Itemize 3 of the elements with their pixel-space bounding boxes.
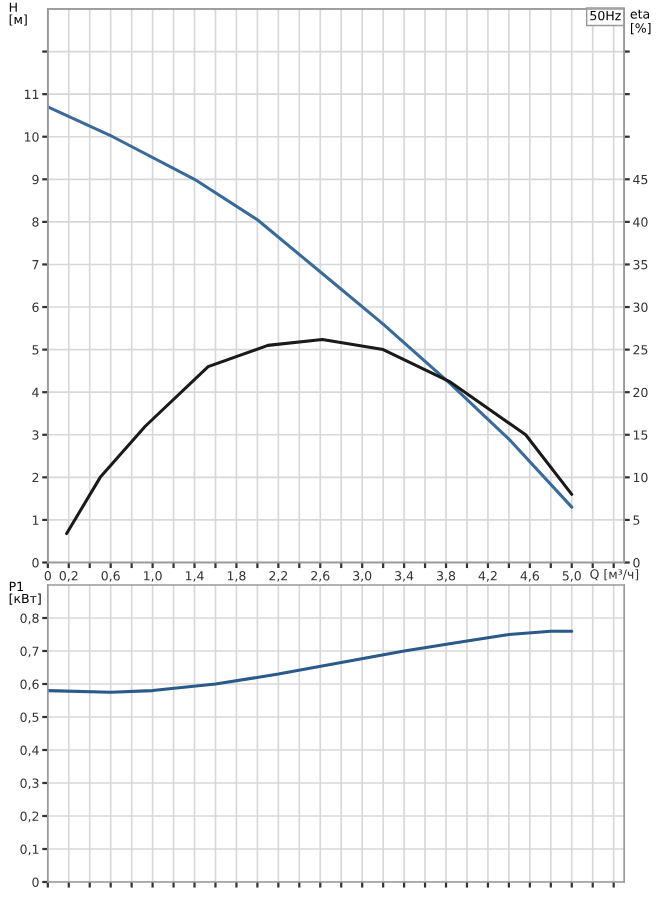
line-series: [47, 105, 574, 509]
line-series: [65, 337, 574, 536]
line-series: [47, 629, 574, 694]
